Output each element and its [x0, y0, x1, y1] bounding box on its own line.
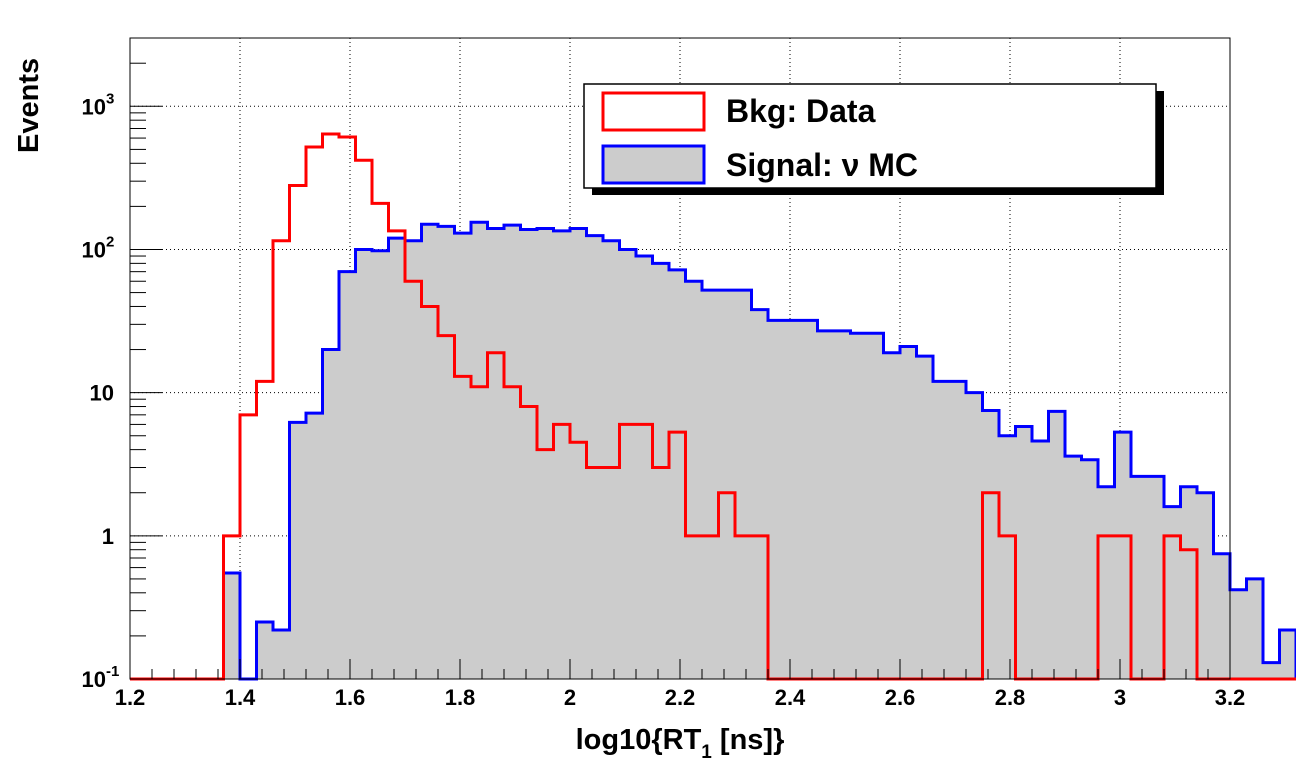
- y-tick-label: 10: [90, 381, 114, 406]
- legend-swatch-signal: [601, 144, 706, 185]
- y-tick-label: 10-1: [82, 663, 120, 692]
- legend-swatch-bkg: [601, 91, 706, 132]
- x-tick-label: 1.8: [445, 685, 476, 710]
- x-tick-label: 3.2: [1215, 685, 1246, 710]
- x-tick-label: 1.2: [115, 685, 146, 710]
- y-tick-label: 1: [102, 524, 114, 549]
- x-tick-label: 2.4: [775, 685, 806, 710]
- background-series-line: [130, 132, 1296, 681]
- y-tick-label: 103: [82, 90, 115, 119]
- y-tick-label: 102: [82, 233, 115, 262]
- x-axis-title: log10{RT1 [ns]}: [576, 724, 785, 763]
- signal-series-line: [222, 220, 1296, 681]
- tick-labels: 1.2 1.4 1.6 1.8 2 2.2 2.4 2.6 2.8 3 3.2 10-1 1 10 102 1…: [82, 90, 1246, 710]
- legend: Bkg: Data Signal: ν MC: [583, 83, 1164, 195]
- legend-label-bkg: Bkg: Data: [726, 93, 876, 129]
- x-tick-label: 2.6: [885, 685, 916, 710]
- x-tick-label: 1.6: [335, 685, 366, 710]
- histogram-series: [130, 132, 1296, 681]
- x-tick-label: 1.4: [225, 685, 256, 710]
- x-tick-label: 2.2: [665, 685, 696, 710]
- x-tick-label: 2: [564, 685, 576, 710]
- y-axis-title: Events: [13, 58, 45, 153]
- axis-ticks: [129, 37, 1231, 680]
- x-tick-label: 2.8: [995, 685, 1026, 710]
- signal-fill-area: [223, 222, 1296, 679]
- x-tick-label: 3: [1114, 685, 1126, 710]
- legend-label-signal: Signal: ν MC: [726, 147, 918, 183]
